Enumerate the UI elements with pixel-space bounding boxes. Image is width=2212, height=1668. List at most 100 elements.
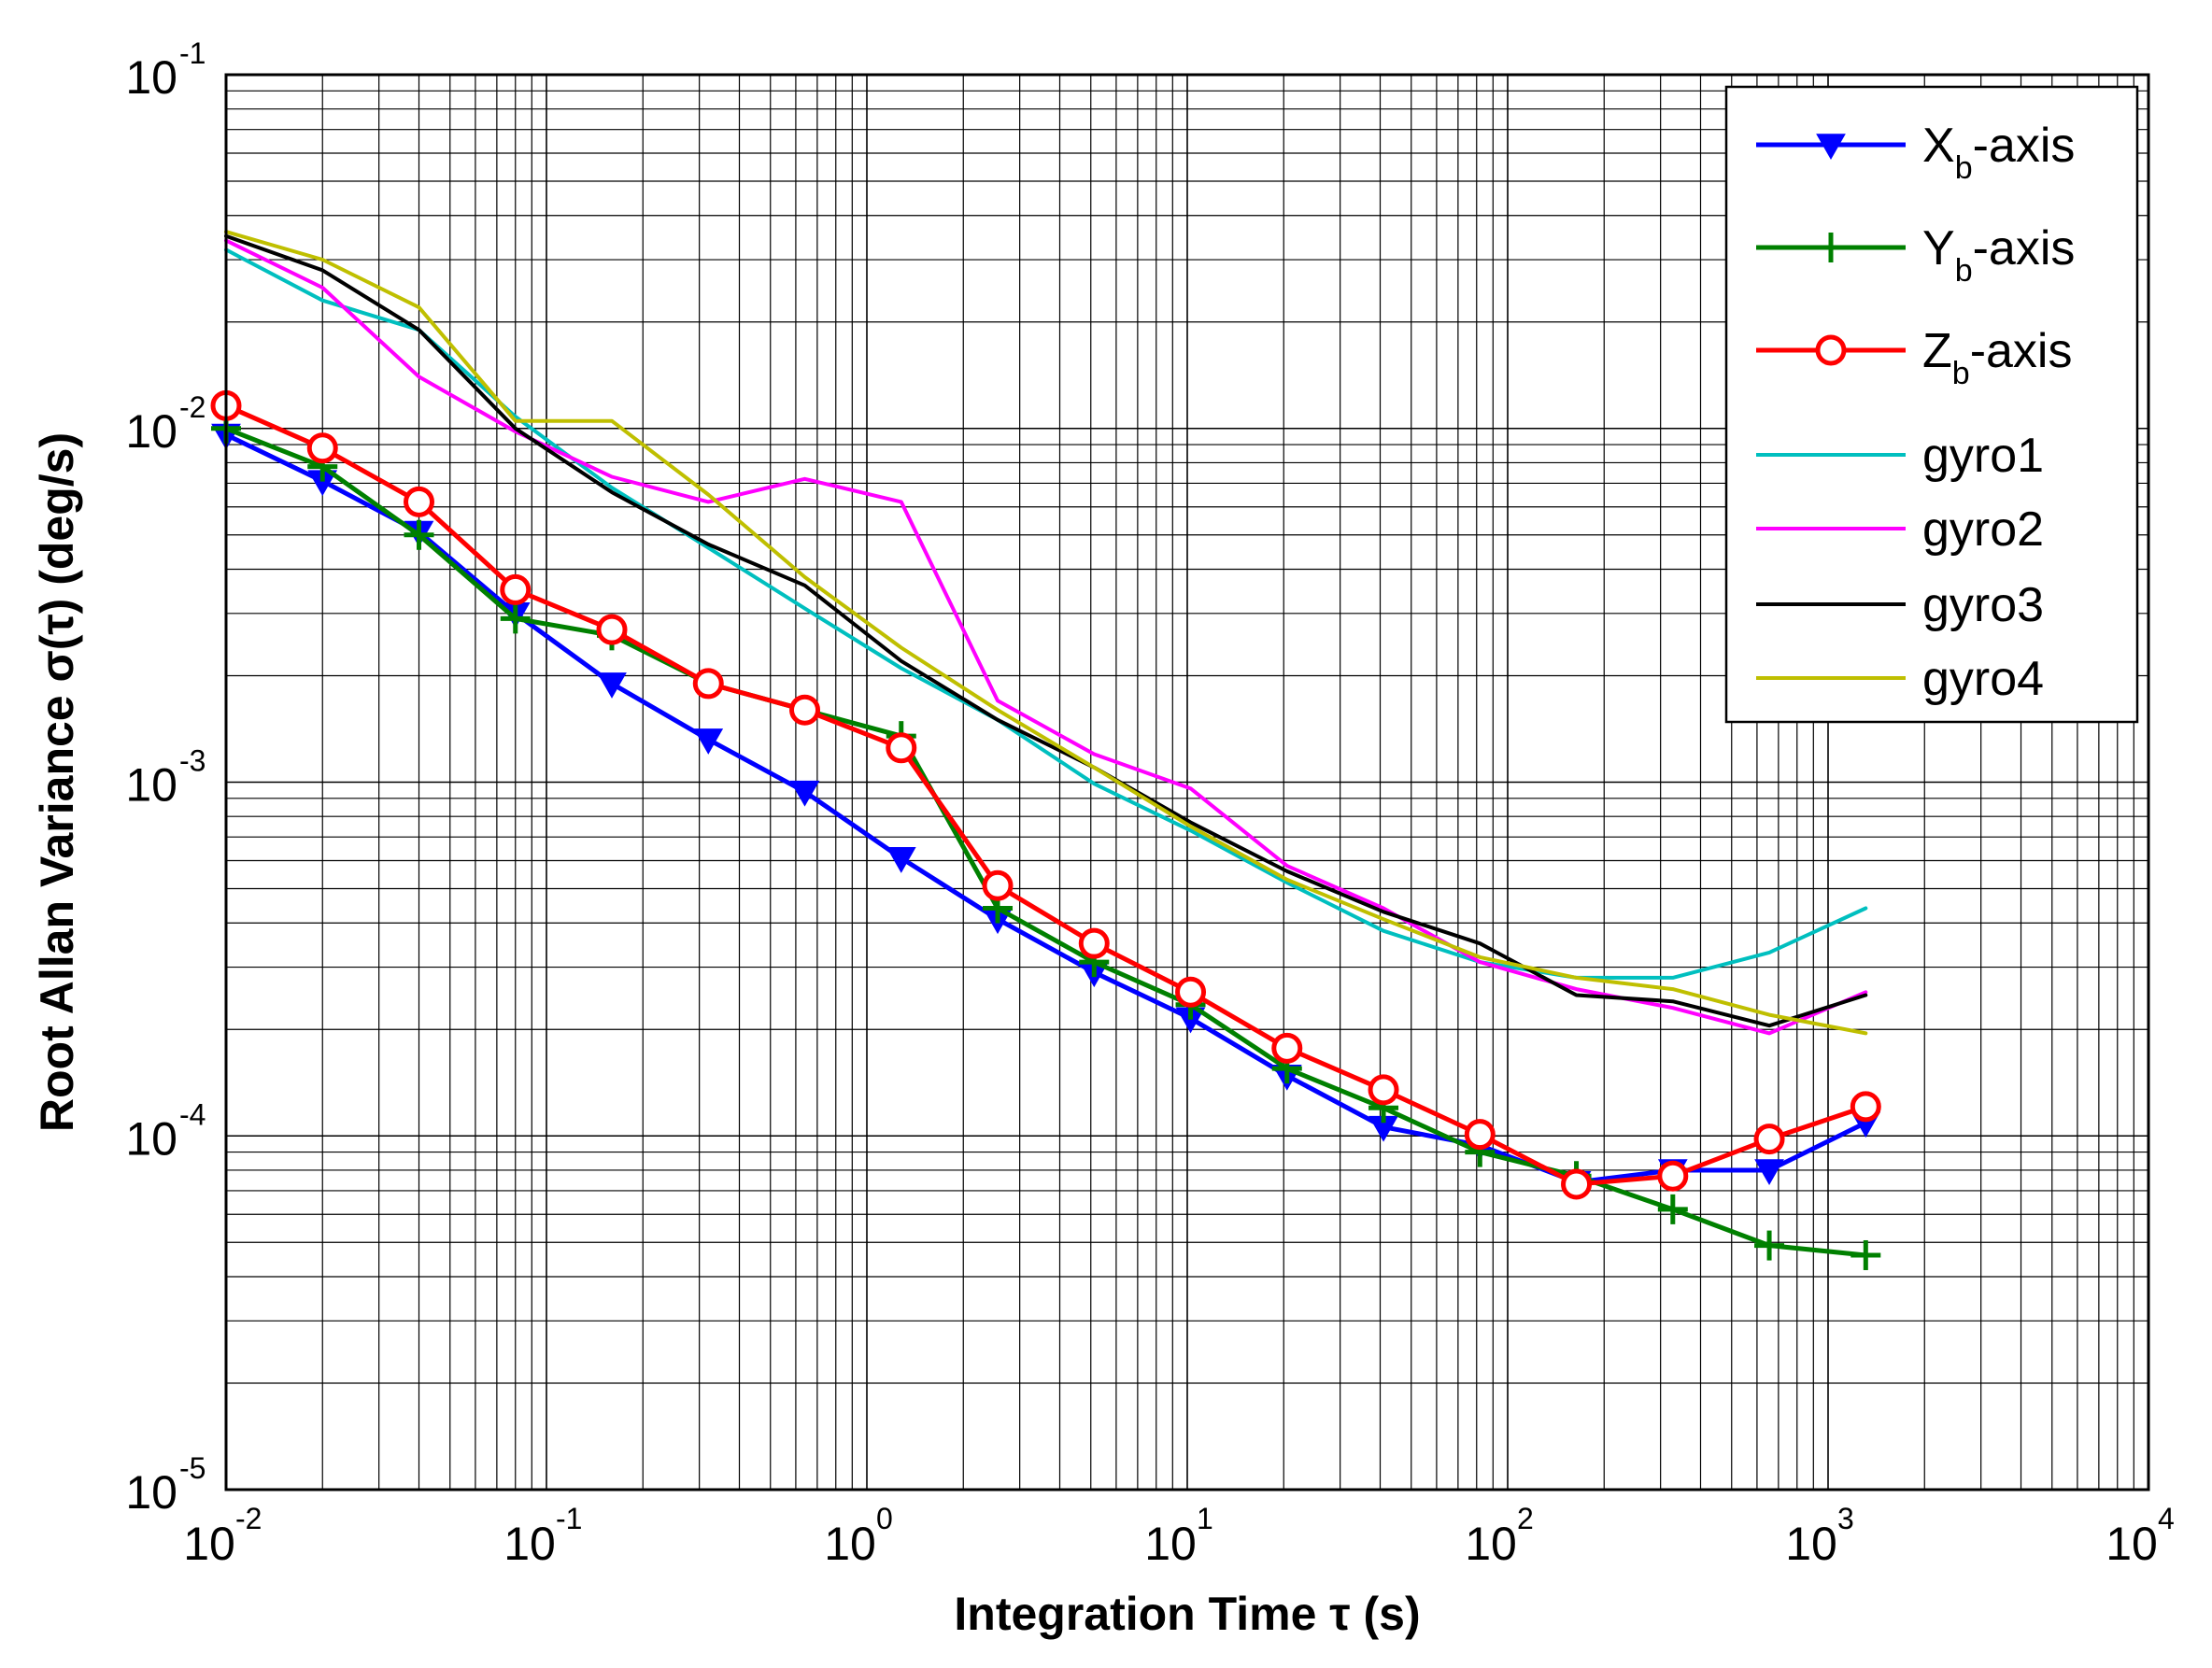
legend-label-suffix: -axis bbox=[1973, 119, 2076, 173]
x-tick-base: 10 bbox=[824, 1518, 876, 1570]
x-tick-base: 10 bbox=[183, 1518, 235, 1570]
data-point-marker bbox=[789, 780, 820, 807]
series-gyro4 bbox=[224, 230, 1868, 1036]
x-tick-exponent: 2 bbox=[1517, 1502, 1534, 1535]
y-tick-exponent: -4 bbox=[179, 1097, 206, 1131]
legend-label-main: X bbox=[1922, 119, 1955, 173]
y-tick-label: 10 -3 bbox=[125, 744, 206, 812]
legend-entry-gyro3: gyro3 bbox=[1756, 578, 2044, 632]
legend-label: gyro3 bbox=[1922, 578, 2044, 632]
x-tick-label: 10 0 bbox=[824, 1502, 893, 1570]
data-point-marker bbox=[1368, 1074, 1399, 1106]
x-tick-base: 10 bbox=[1785, 1518, 1837, 1570]
data-point-marker bbox=[1816, 233, 1846, 262]
data-point-marker bbox=[1754, 1230, 1785, 1261]
legend-label-subscript: b bbox=[1952, 356, 1970, 391]
legend-label: gyro4 bbox=[1922, 652, 2044, 706]
data-point-marker bbox=[596, 614, 628, 645]
y-tick-exponent: -2 bbox=[179, 390, 206, 424]
data-point-marker bbox=[500, 573, 532, 605]
data-point-marker bbox=[1815, 334, 1847, 366]
data-point-marker bbox=[404, 519, 434, 550]
data-point-marker bbox=[1078, 927, 1110, 959]
legend-entry-Xb-axis: Xb-axis bbox=[1756, 119, 2075, 186]
x-tick-base: 10 bbox=[1144, 1518, 1197, 1570]
x-tick-exponent: 4 bbox=[2158, 1502, 2175, 1535]
data-point-marker bbox=[1753, 1124, 1785, 1155]
legend-entry-Yb-axis: Yb-axis bbox=[1756, 221, 2075, 289]
x-tick-exponent: -2 bbox=[235, 1502, 262, 1535]
legend-label: gyro2 bbox=[1922, 502, 2044, 557]
x-tick-label: 10 -2 bbox=[183, 1502, 262, 1570]
legend-label: gyro1 bbox=[1922, 429, 2044, 483]
data-point-marker bbox=[1175, 976, 1207, 1008]
x-tick-exponent: -1 bbox=[556, 1502, 582, 1535]
legend-label: Zb-axis bbox=[1922, 324, 2072, 391]
series-gyro2 bbox=[224, 238, 1868, 1036]
x-axis-title: Integration Time τ (s) bbox=[954, 1588, 1420, 1640]
legend-entry-gyro4: gyro4 bbox=[1756, 652, 2044, 706]
legend-label-main: Y bbox=[1922, 221, 1955, 276]
data-point-marker bbox=[886, 732, 917, 764]
data-point-marker bbox=[1657, 1160, 1689, 1192]
legend-entry-gyro2: gyro2 bbox=[1756, 502, 2044, 557]
legend-box bbox=[1724, 85, 2139, 724]
legend-label: Yb-axis bbox=[1922, 221, 2075, 289]
y-tick-exponent: -1 bbox=[179, 36, 206, 70]
legend: Xb-axisYb-axisZb-axisgyro1gyro2gyro3gyro… bbox=[1724, 85, 2139, 724]
legend-label-main: gyro1 bbox=[1922, 429, 2044, 483]
series-gyro3 bbox=[224, 233, 1868, 1028]
grid bbox=[225, 75, 2148, 1491]
legend-label-main: Z bbox=[1922, 324, 1952, 378]
legend-label-main: gyro3 bbox=[1922, 578, 2044, 632]
data-point-marker bbox=[306, 432, 338, 464]
series-line-gyro4 bbox=[224, 230, 1868, 1036]
legend-label-main: gyro4 bbox=[1922, 652, 2044, 706]
y-tick-exponent: -5 bbox=[179, 1451, 206, 1485]
legend-label-subscript: b bbox=[1955, 253, 1973, 289]
legend-label-main: gyro2 bbox=[1922, 502, 2044, 557]
data-point-marker bbox=[597, 672, 627, 699]
data-point-marker bbox=[1816, 134, 1846, 161]
legend-entry-Zb-axis: Zb-axis bbox=[1756, 324, 2072, 391]
y-tick-base: 10 bbox=[125, 405, 177, 458]
tick-labels: 10 -2 10 -1 10 0 10 1 10 2 10 3 10 410 -510 -410 -310 -21… bbox=[125, 36, 2174, 1570]
series-layer bbox=[210, 230, 1881, 1270]
data-point-marker bbox=[886, 847, 916, 873]
data-point-marker bbox=[693, 728, 724, 755]
series-line-gyro3 bbox=[224, 233, 1868, 1028]
data-point-marker bbox=[1271, 1032, 1303, 1064]
series-Zb-axis bbox=[210, 389, 1881, 1200]
data-point-marker bbox=[500, 603, 531, 634]
x-tick-base: 10 bbox=[1465, 1518, 1517, 1570]
x-tick-base: 10 bbox=[2106, 1518, 2158, 1570]
y-axis-title: Root Allan Variance σ(τ) (deg/s) bbox=[31, 432, 83, 1132]
data-point-marker bbox=[982, 869, 1014, 901]
y-tick-base: 10 bbox=[125, 1112, 177, 1165]
data-point-marker bbox=[404, 486, 435, 517]
x-tick-exponent: 0 bbox=[876, 1502, 893, 1535]
data-point-marker bbox=[1850, 1239, 1881, 1270]
x-tick-label: 10 4 bbox=[2106, 1502, 2175, 1570]
x-tick-exponent: 1 bbox=[1197, 1502, 1213, 1535]
plot-frame bbox=[224, 73, 2150, 1491]
y-tick-label: 10 -4 bbox=[125, 1097, 206, 1165]
y-tick-label: 10 -1 bbox=[125, 36, 206, 104]
legend-entry-gyro1: gyro1 bbox=[1756, 429, 2044, 483]
legend-label: Xb-axis bbox=[1922, 119, 2075, 186]
series-line-gyro2 bbox=[224, 238, 1868, 1036]
data-point-marker bbox=[1657, 1194, 1688, 1224]
y-tick-base: 10 bbox=[125, 51, 177, 104]
legend-label-suffix: -axis bbox=[1973, 221, 2076, 276]
legend-label-suffix: -axis bbox=[1970, 324, 2073, 378]
data-point-marker bbox=[789, 694, 821, 726]
y-tick-base: 10 bbox=[125, 1466, 177, 1519]
data-point-marker bbox=[1464, 1119, 1496, 1151]
y-tick-label: 10 -2 bbox=[125, 390, 206, 458]
x-tick-label: 10 3 bbox=[1785, 1502, 1854, 1570]
x-tick-label: 10 1 bbox=[1144, 1502, 1213, 1570]
x-tick-label: 10 -1 bbox=[503, 1502, 582, 1570]
data-point-marker bbox=[1850, 1091, 1881, 1123]
x-tick-base: 10 bbox=[503, 1518, 556, 1570]
